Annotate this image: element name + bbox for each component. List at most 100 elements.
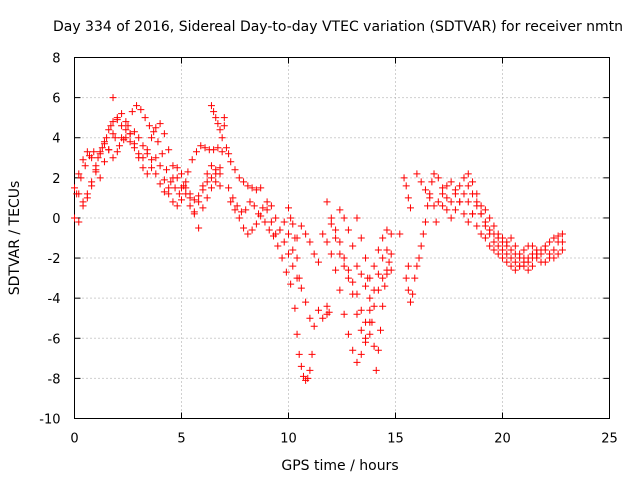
- data-point: [383, 270, 391, 278]
- data-point: [287, 280, 295, 288]
- data-point: [456, 182, 464, 190]
- x-tick-label: 25: [601, 432, 618, 447]
- data-point: [357, 234, 365, 242]
- data-point: [135, 134, 143, 142]
- data-point: [486, 226, 494, 234]
- data-point: [190, 196, 198, 204]
- data-point: [370, 286, 378, 294]
- data-point: [387, 266, 395, 274]
- data-point: [469, 178, 477, 186]
- data-point: [306, 366, 314, 374]
- data-point: [460, 190, 468, 198]
- data-point: [173, 202, 181, 210]
- data-point: [443, 182, 451, 190]
- data-point: [210, 146, 218, 154]
- data-point: [118, 110, 126, 118]
- data-point: [499, 234, 506, 242]
- data-point: [464, 170, 472, 178]
- data-point: [128, 108, 136, 116]
- data-point: [464, 182, 472, 190]
- data-point: [130, 140, 138, 148]
- data-point: [218, 148, 226, 156]
- data-point: [225, 150, 233, 158]
- data-point: [293, 254, 301, 262]
- data-point: [550, 246, 558, 254]
- data-point: [278, 254, 286, 262]
- data-point: [229, 194, 237, 202]
- data-point: [113, 148, 121, 156]
- data-point: [439, 184, 447, 192]
- series-track-p: [400, 170, 485, 306]
- data-point: [464, 198, 472, 206]
- data-point: [357, 270, 365, 278]
- data-point: [406, 298, 414, 306]
- data-point: [165, 184, 173, 192]
- data-point: [152, 154, 160, 162]
- data-point: [178, 184, 185, 192]
- data-point: [267, 218, 275, 226]
- data-point: [319, 314, 327, 322]
- data-point: [289, 262, 297, 270]
- data-point: [186, 190, 194, 198]
- data-point: [383, 246, 391, 254]
- data-point: [280, 238, 288, 246]
- data-point: [156, 120, 164, 128]
- x-tick-label: 15: [387, 432, 404, 447]
- data-point: [216, 164, 224, 172]
- data-point: [109, 154, 117, 162]
- series-track-a: [71, 110, 224, 226]
- data-point: [135, 150, 143, 158]
- data-point: [122, 126, 130, 134]
- data-point: [421, 218, 429, 226]
- data-point: [366, 330, 374, 338]
- data-point: [302, 230, 310, 238]
- data-point: [160, 176, 168, 184]
- data-point: [244, 182, 252, 190]
- data-point: [362, 254, 370, 262]
- data-point: [214, 120, 222, 128]
- data-point: [336, 286, 344, 294]
- data-point: [336, 206, 344, 214]
- data-point: [212, 178, 220, 186]
- data-point: [396, 230, 404, 238]
- data-point: [451, 206, 459, 214]
- data-point: [216, 170, 224, 178]
- data-point: [287, 214, 295, 222]
- data-point: [554, 250, 562, 258]
- data-point: [190, 210, 198, 218]
- data-point: [409, 290, 417, 298]
- data-point: [473, 222, 481, 230]
- data-point: [520, 246, 528, 254]
- data-point: [417, 242, 425, 250]
- series-track-d: [71, 114, 224, 206]
- data-point: [169, 162, 177, 170]
- data-point: [222, 144, 230, 152]
- data-point: [362, 318, 370, 326]
- data-point: [558, 246, 566, 254]
- data-point: [118, 122, 126, 130]
- y-tick-label: -6: [48, 332, 61, 347]
- data-point: [100, 158, 108, 166]
- data-point: [374, 246, 382, 254]
- data-point: [240, 178, 248, 186]
- data-point: [235, 174, 243, 182]
- x-tick-label: 5: [177, 432, 185, 447]
- data-point: [323, 302, 331, 310]
- data-point: [490, 246, 498, 254]
- data-point: [511, 258, 519, 266]
- data-point: [289, 220, 297, 228]
- data-point: [148, 164, 156, 172]
- data-point: [332, 226, 340, 234]
- data-point: [368, 318, 376, 326]
- data-point: [184, 168, 192, 176]
- data-point: [186, 202, 194, 210]
- series-track-n: [353, 214, 395, 374]
- data-point: [285, 204, 292, 212]
- data-point: [402, 274, 410, 282]
- data-point: [207, 162, 215, 170]
- data-point: [75, 218, 83, 226]
- y-tick-label: -10: [39, 413, 60, 428]
- data-point: [71, 214, 78, 222]
- data-point: [306, 314, 314, 322]
- data-point: [289, 246, 297, 254]
